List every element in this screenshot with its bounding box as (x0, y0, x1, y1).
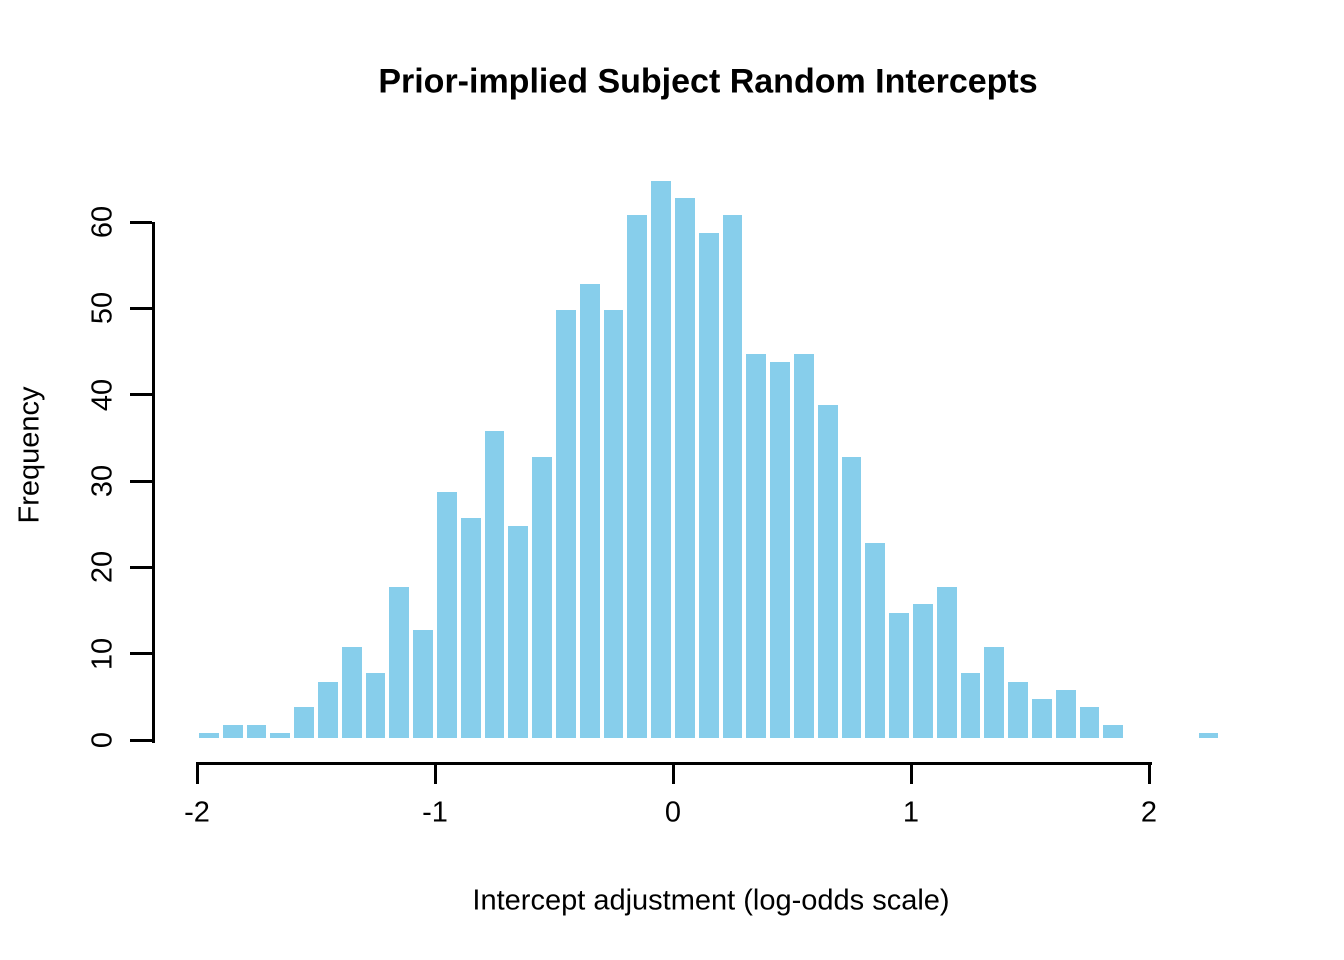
histogram-bar (316, 679, 340, 740)
histogram-bar (1101, 722, 1126, 740)
histogram-bar (768, 360, 792, 740)
histogram-bar (458, 515, 483, 740)
x-tick (671, 762, 675, 784)
y-tick-label: 20 (86, 551, 119, 584)
y-tick (130, 479, 152, 483)
x-tick-label: -1 (422, 796, 448, 829)
x-tick (909, 762, 913, 784)
histogram-bar (506, 524, 531, 740)
histogram-bar (720, 213, 745, 740)
x-axis-label: Intercept adjustment (log-odds scale) (472, 884, 950, 917)
histogram-bar (625, 213, 650, 740)
histogram-bar (220, 722, 245, 740)
histogram-bar (530, 455, 554, 740)
y-tick-label: 0 (86, 731, 119, 749)
histogram-bar (1006, 679, 1030, 740)
histogram-bar (1030, 696, 1054, 740)
y-tick-label: 30 (86, 464, 119, 498)
y-tick (130, 306, 152, 310)
histogram-bar (982, 645, 1007, 740)
histogram-bar (339, 645, 364, 740)
histogram-bar (958, 670, 983, 740)
histogram-bar (1196, 731, 1221, 740)
histogram-bar (554, 308, 578, 740)
x-axis-line (197, 762, 1152, 765)
y-axis-label: Frequency (13, 386, 46, 524)
histogram-bar (696, 230, 721, 740)
y-tick (130, 220, 152, 224)
chart-title: Prior-implied Subject Random Intercepts (378, 62, 1038, 101)
y-tick (130, 565, 152, 569)
histogram-bar (649, 178, 673, 740)
histogram-bar (292, 705, 316, 740)
y-tick (130, 652, 152, 656)
histogram-bar (839, 455, 864, 740)
x-tick (195, 762, 199, 784)
y-tick (130, 738, 152, 742)
y-tick-label: 40 (86, 378, 119, 411)
histogram-bar (387, 584, 412, 740)
histogram-bar (577, 282, 602, 740)
histogram-bar (815, 403, 840, 740)
histogram-bar (1053, 688, 1078, 740)
x-tick-label: 1 (902, 796, 920, 829)
histogram-bar (244, 722, 269, 740)
histogram-bar (435, 489, 459, 740)
x-tick (1147, 762, 1151, 784)
histogram-bar (934, 584, 959, 740)
y-tick-label: 50 (86, 292, 119, 325)
histogram-bar (887, 610, 911, 740)
histogram-bar (744, 351, 769, 740)
x-tick-label: -2 (184, 796, 210, 829)
y-tick-label: 60 (86, 205, 119, 239)
histogram-bar (363, 670, 388, 740)
histogram-bar (792, 351, 816, 740)
x-tick (433, 762, 437, 784)
histogram-bar (482, 429, 507, 740)
y-tick (130, 393, 152, 397)
histogram-bar (601, 308, 626, 740)
histogram-bar (1077, 705, 1102, 740)
histogram-bar (411, 627, 435, 740)
x-tick-label: 0 (664, 796, 682, 829)
x-tick-label: 2 (1140, 796, 1158, 829)
histogram-bar (197, 731, 221, 740)
y-tick-label: 10 (86, 637, 119, 670)
histogram-bar (673, 196, 697, 740)
histogram-bar (268, 731, 293, 740)
y-axis-line (152, 222, 155, 743)
histogram-bar (911, 601, 935, 740)
histogram-bar (863, 541, 888, 740)
